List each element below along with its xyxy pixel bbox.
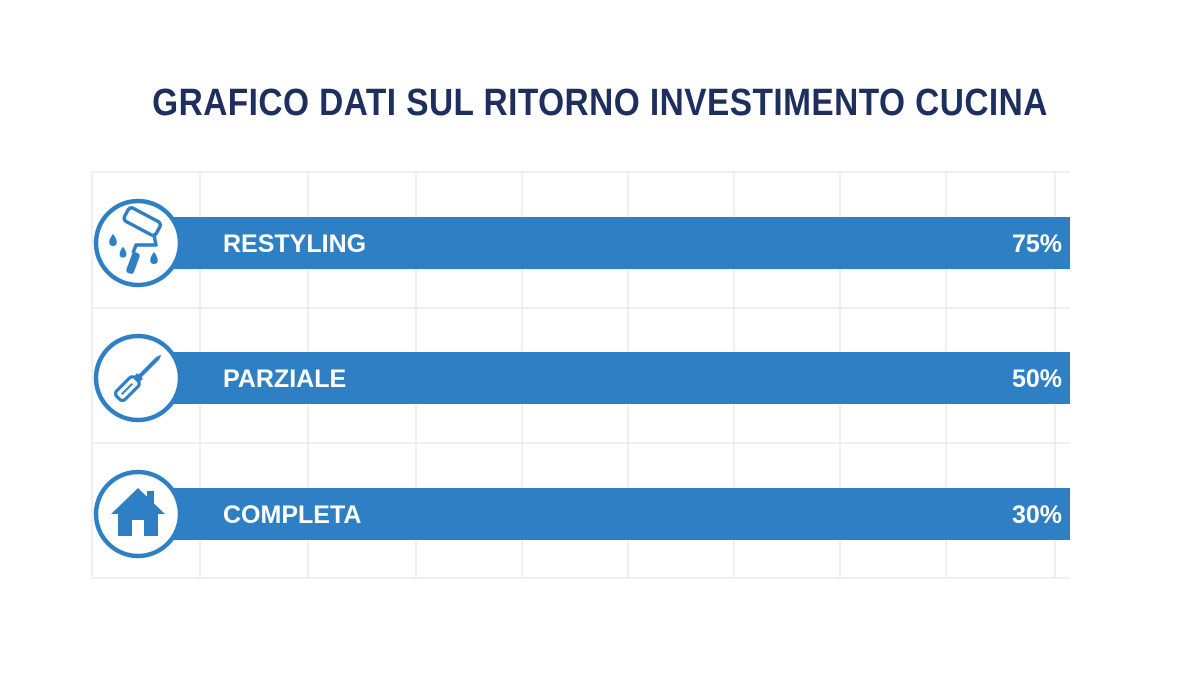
screwdriver-shape: [114, 354, 162, 402]
house-door: [132, 520, 144, 536]
screwdriver-icon: [93, 333, 183, 423]
bar: [150, 352, 1070, 404]
roller-drum: [122, 206, 162, 237]
paint-drop: [119, 246, 127, 258]
bars: RESTYLING 75% PARZIALE 50% COMPLETA 30%: [150, 217, 1070, 540]
paint-drop: [109, 234, 117, 246]
paint-drop: [150, 252, 158, 264]
house-body: [111, 488, 165, 536]
category-icons: [93, 198, 183, 559]
bar-value-label: 30%: [1012, 501, 1062, 529]
house-chimney: [147, 491, 154, 505]
bar-row: PARZIALE 50%: [150, 352, 1070, 404]
bar-row: COMPLETA 30%: [150, 488, 1070, 540]
bar-value-label: 50%: [1012, 365, 1062, 393]
roller-frame: [131, 234, 158, 254]
bar-value-label: 75%: [1012, 230, 1062, 258]
bar-category-label: PARZIALE: [223, 365, 346, 393]
bar-category-label: RESTYLING: [223, 230, 366, 258]
paint-roller-icon: [93, 198, 183, 288]
bar-category-label: COMPLETA: [223, 501, 361, 529]
bar-row: RESTYLING 75%: [150, 217, 1070, 269]
roller-handle: [126, 252, 140, 274]
bar: [150, 488, 1070, 540]
house-icon: [93, 469, 183, 559]
chart-title: GRAFICO DATI SUL RITORNO INVESTIMENTO CU…: [152, 82, 1048, 124]
bar: [150, 217, 1070, 269]
